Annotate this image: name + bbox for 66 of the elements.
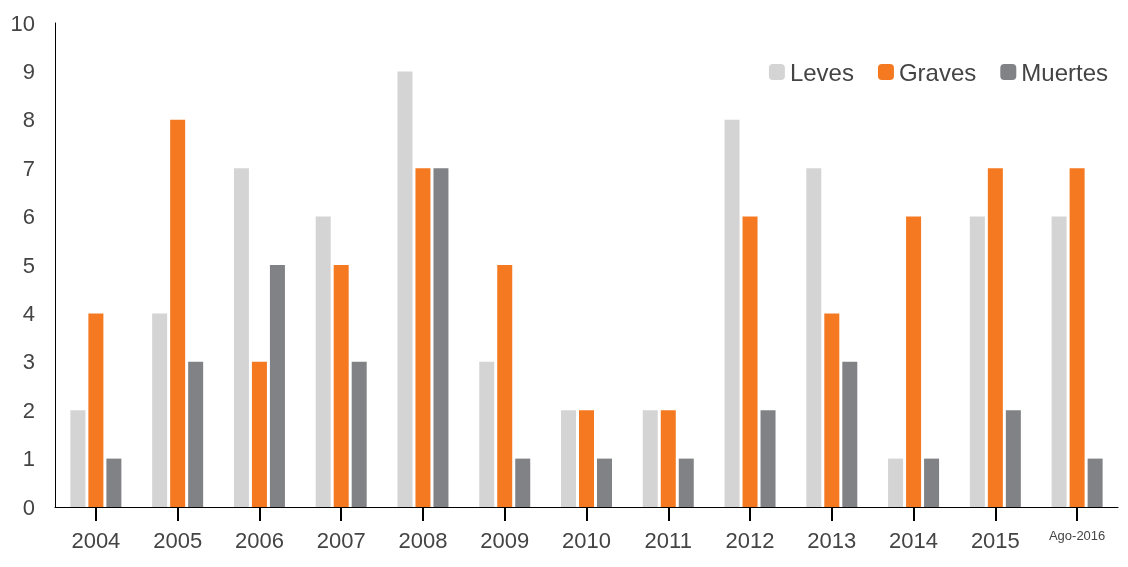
bar [88, 313, 104, 507]
bar [415, 168, 431, 507]
bar [152, 313, 168, 507]
x-tick-label: Ago-2016 [1048, 528, 1106, 543]
legend-label: Leves [789, 58, 854, 86]
bar [315, 216, 331, 507]
bar [70, 410, 86, 507]
legend-label: Muertes [1021, 58, 1109, 86]
bar [924, 458, 940, 507]
bar [351, 361, 367, 507]
bar [678, 458, 694, 507]
bar [742, 216, 758, 507]
bar [397, 71, 413, 507]
x-tick-label: 2012 [725, 527, 775, 553]
bar [233, 168, 249, 507]
bar [170, 119, 186, 507]
legend-label: Graves [898, 58, 977, 86]
bar [724, 119, 740, 507]
bar [906, 216, 922, 507]
x-tick-label: 2013 [807, 527, 857, 553]
bar [251, 361, 267, 507]
y-tick-label: 10 [10, 10, 35, 36]
x-tick-label: 2005 [153, 527, 203, 553]
x-tick-label: 2009 [480, 527, 530, 553]
bar [479, 361, 495, 507]
y-tick-label: 1 [22, 446, 35, 472]
y-tick-label: 8 [22, 107, 35, 133]
y-tick-label: 7 [22, 155, 35, 181]
y-tick-label: 6 [22, 204, 35, 230]
y-tick-label: 4 [22, 300, 35, 326]
bar [888, 458, 904, 507]
bar [660, 410, 676, 507]
bar [188, 361, 204, 507]
bar [642, 410, 658, 507]
bar [1051, 216, 1067, 507]
y-tick-label: 0 [22, 494, 35, 520]
x-tick-label: 2015 [970, 527, 1020, 553]
bar [1005, 410, 1021, 507]
bar [842, 361, 858, 507]
x-tick-label: 2010 [562, 527, 611, 553]
bar [497, 265, 513, 507]
bar [269, 265, 285, 507]
y-tick-label: 2 [22, 397, 35, 423]
x-tick-label: 2006 [234, 527, 284, 553]
x-tick-label: 2008 [398, 527, 448, 553]
bar [806, 168, 822, 507]
bar [433, 168, 449, 507]
bar [824, 313, 840, 507]
bar [987, 168, 1003, 507]
x-tick-label: 2004 [71, 527, 121, 553]
x-tick-label: 2007 [316, 527, 366, 553]
bar [515, 458, 531, 507]
y-tick-label: 5 [22, 252, 35, 278]
bar [333, 265, 349, 507]
bar [1069, 168, 1085, 507]
x-tick-label: 2014 [889, 527, 939, 553]
bar [760, 410, 776, 507]
bar [579, 410, 594, 507]
bar [597, 458, 612, 507]
bar [561, 410, 576, 507]
y-tick-label: 3 [22, 349, 35, 375]
bar [969, 216, 985, 507]
y-tick-label: 9 [22, 58, 35, 84]
x-tick-label: 2011 [644, 527, 692, 553]
bar [106, 458, 122, 507]
bar [1087, 458, 1103, 507]
